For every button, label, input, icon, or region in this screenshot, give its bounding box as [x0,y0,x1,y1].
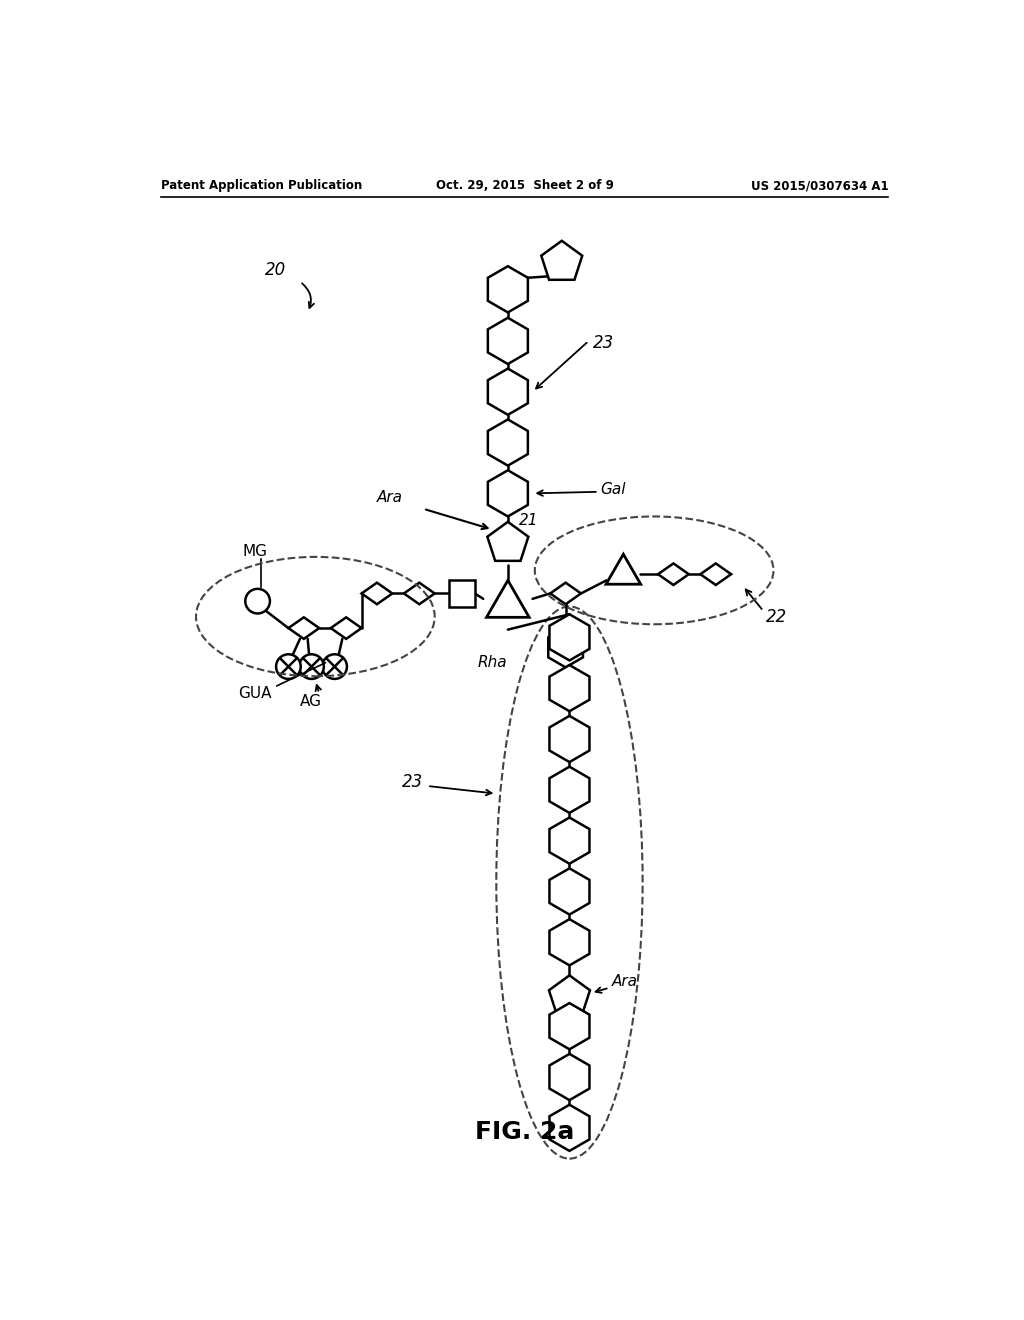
Polygon shape [550,817,590,863]
Polygon shape [550,767,590,813]
Polygon shape [550,1053,590,1100]
Polygon shape [550,919,590,965]
Text: 23: 23 [593,334,613,352]
Polygon shape [549,975,590,1014]
Text: Rha: Rha [477,655,507,671]
Polygon shape [550,614,590,660]
Text: Gal: Gal [600,482,626,498]
Text: Oct. 29, 2015  Sheet 2 of 9: Oct. 29, 2015 Sheet 2 of 9 [436,180,613,193]
Polygon shape [550,715,590,762]
Polygon shape [449,581,475,607]
Polygon shape [606,554,641,585]
Polygon shape [487,470,527,516]
Text: 22: 22 [766,607,787,626]
Text: GUA: GUA [239,686,271,701]
Text: MG: MG [243,544,267,558]
Polygon shape [486,581,529,618]
Polygon shape [550,1003,590,1049]
Polygon shape [550,869,590,915]
Polygon shape [289,618,319,639]
Text: AG: AG [300,694,322,709]
Polygon shape [542,240,583,280]
Polygon shape [550,582,581,605]
Polygon shape [487,318,527,364]
Circle shape [276,655,301,678]
Polygon shape [548,627,583,668]
Text: Ara: Ara [377,490,403,504]
Polygon shape [361,582,392,605]
Text: 23: 23 [401,774,423,791]
Polygon shape [550,665,590,711]
Text: 20: 20 [265,261,287,279]
Circle shape [246,589,270,614]
Polygon shape [700,564,731,585]
Polygon shape [487,267,527,313]
Polygon shape [487,368,527,414]
Polygon shape [331,618,361,639]
Polygon shape [487,420,527,466]
Polygon shape [550,1105,590,1151]
Polygon shape [403,582,435,605]
Polygon shape [487,521,528,561]
Circle shape [299,655,324,678]
Text: US 2015/0307634 A1: US 2015/0307634 A1 [751,180,888,193]
Text: Patent Application Publication: Patent Application Publication [162,180,362,193]
Text: FIG. 2a: FIG. 2a [475,1121,574,1144]
Text: 21: 21 [519,512,539,528]
Polygon shape [658,564,689,585]
Circle shape [323,655,347,678]
Text: Ara: Ara [611,974,638,989]
